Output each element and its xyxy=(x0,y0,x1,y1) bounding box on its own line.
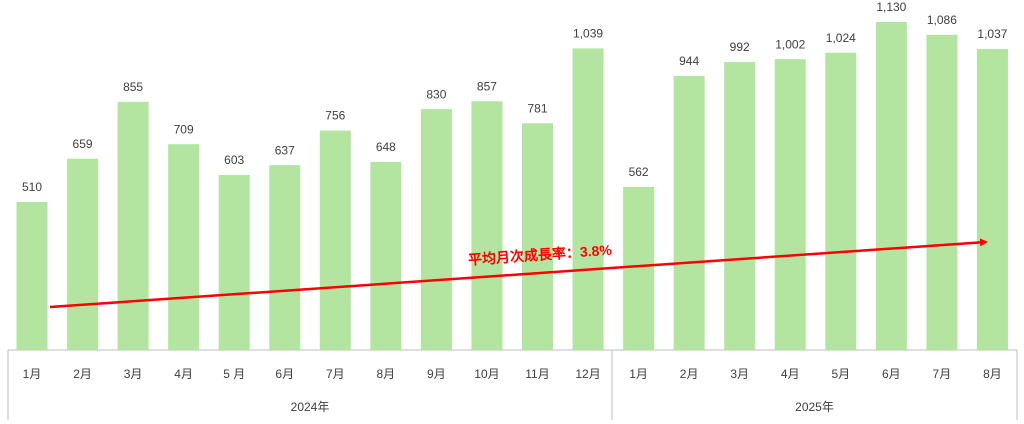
value-label: 1,024 xyxy=(826,31,856,45)
bar xyxy=(319,130,351,350)
group-label: 2024年 xyxy=(291,400,330,414)
value-label: 659 xyxy=(73,137,93,151)
value-label: 1,039 xyxy=(573,27,603,41)
x-tick-label: 8月 xyxy=(377,367,396,381)
value-label: 603 xyxy=(224,153,244,167)
x-tick-label: 4月 xyxy=(781,367,800,381)
value-label: 944 xyxy=(679,54,699,68)
value-label: 781 xyxy=(527,101,547,115)
bar xyxy=(218,174,250,350)
bar xyxy=(269,165,301,350)
bar xyxy=(168,144,200,350)
x-tick-label: 1月 xyxy=(23,367,42,381)
bar xyxy=(623,186,655,350)
x-tick-label: 10月 xyxy=(474,367,499,381)
x-tick-label: 1月 xyxy=(629,367,648,381)
bar xyxy=(16,201,48,350)
value-label: 857 xyxy=(477,79,497,93)
bar xyxy=(522,123,553,350)
x-tick-label: 2月 xyxy=(680,367,699,381)
x-tick-label: 8月 xyxy=(983,367,1002,381)
bar xyxy=(67,158,99,350)
bar xyxy=(572,48,604,351)
value-label: 830 xyxy=(426,87,446,101)
value-label: 1,037 xyxy=(977,27,1007,41)
x-tick-label: 7月 xyxy=(933,367,952,381)
bar xyxy=(825,52,857,351)
value-label: 855 xyxy=(123,80,143,94)
value-label: 648 xyxy=(376,140,396,154)
value-label: 992 xyxy=(730,40,750,54)
group-label: 2025年 xyxy=(795,400,834,414)
x-tick-label: 11月 xyxy=(525,367,549,381)
bar xyxy=(117,101,149,351)
x-tick-label: 9月 xyxy=(427,367,446,381)
x-tick-label: 3月 xyxy=(730,367,749,381)
bar xyxy=(370,161,402,350)
bar xyxy=(926,34,958,351)
bar xyxy=(875,22,907,350)
x-tick-label: 12月 xyxy=(575,367,600,381)
x-tick-label: 3月 xyxy=(124,367,143,381)
bar xyxy=(471,101,503,350)
x-tick-label: 7月 xyxy=(326,367,345,381)
value-label: 1,086 xyxy=(927,13,957,27)
bar xyxy=(724,62,756,350)
value-label: 1,130 xyxy=(876,0,906,14)
value-label: 510 xyxy=(22,180,42,194)
bar xyxy=(673,75,705,350)
bar xyxy=(420,109,452,350)
bar xyxy=(774,59,806,350)
trend-arrow xyxy=(49,238,988,309)
x-tick-label: 5月 xyxy=(831,367,850,381)
value-label: 637 xyxy=(275,143,295,157)
value-label: 1,002 xyxy=(775,37,805,51)
x-tick-label: 5 月 xyxy=(223,367,245,381)
x-tick-label: 4月 xyxy=(174,367,193,381)
value-label: 709 xyxy=(174,122,194,136)
value-label: 562 xyxy=(629,165,649,179)
bar xyxy=(976,48,1008,350)
x-tick-label: 2月 xyxy=(73,367,92,381)
x-tick-label: 6月 xyxy=(882,367,901,381)
value-label: 756 xyxy=(325,109,345,123)
x-tick-label: 6月 xyxy=(275,367,294,381)
